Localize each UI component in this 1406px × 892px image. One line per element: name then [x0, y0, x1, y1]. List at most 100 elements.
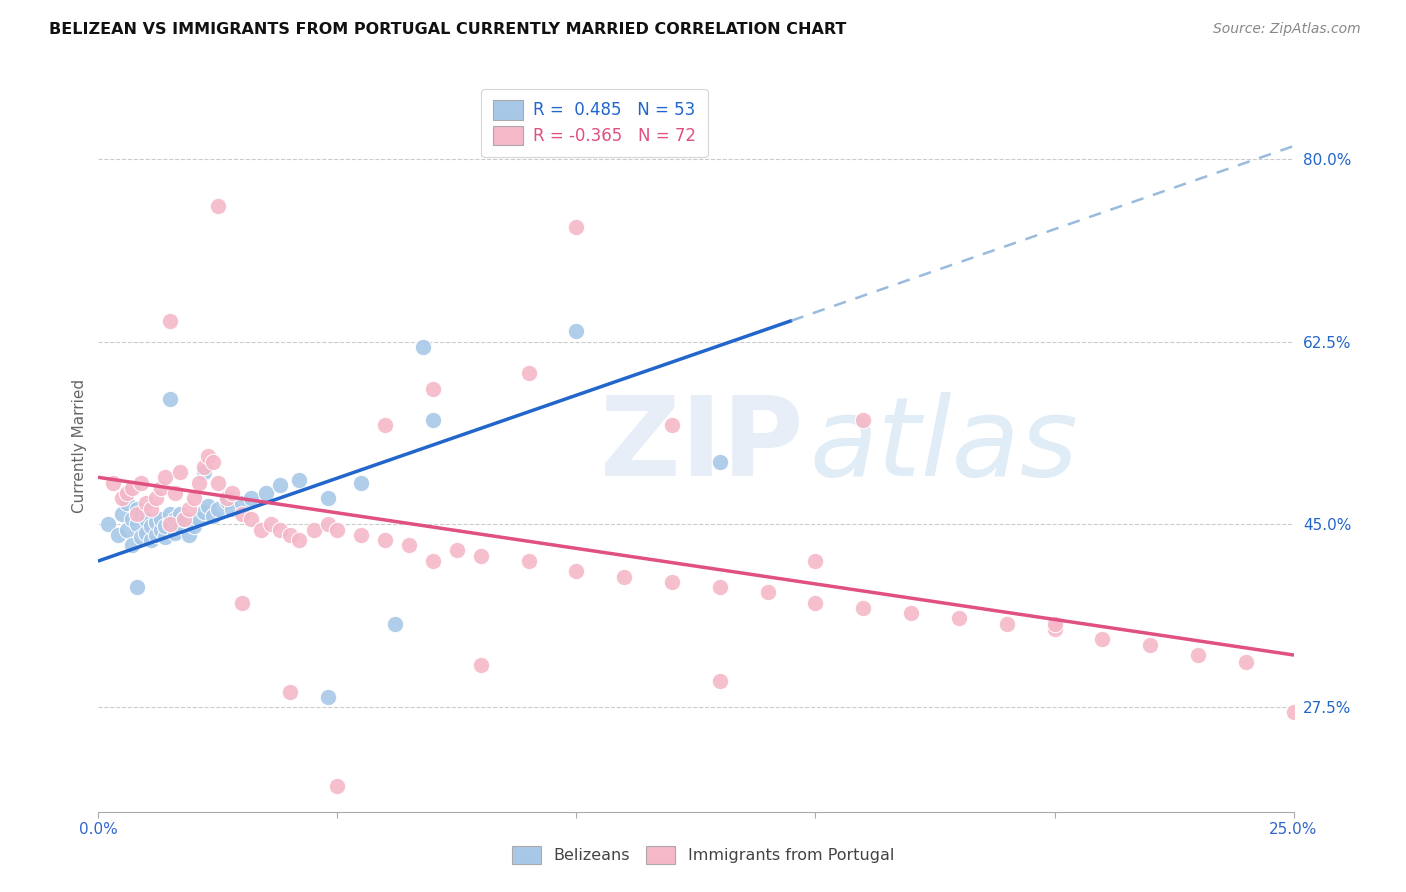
- Point: [131, 475, 153, 490]
- Point: [187, 512, 209, 526]
- Point: [139, 533, 162, 547]
- Point: [1139, 638, 1161, 652]
- Point: [173, 512, 195, 526]
- Point: [125, 507, 148, 521]
- Point: [159, 516, 181, 530]
- Point: [145, 516, 167, 530]
- Point: [169, 507, 191, 521]
- Point: [804, 554, 827, 568]
- Point: [125, 501, 148, 516]
- Point: [131, 530, 153, 544]
- Point: [278, 528, 301, 542]
- Point: [231, 496, 253, 510]
- Point: [900, 606, 922, 620]
- Point: [179, 528, 201, 542]
- Point: [709, 580, 731, 594]
- Point: [163, 512, 186, 526]
- Point: [288, 533, 311, 547]
- Point: [135, 512, 157, 526]
- Point: [1091, 632, 1114, 647]
- Legend: R =  0.485   N = 53, R = -0.365   N = 72: R = 0.485 N = 53, R = -0.365 N = 72: [481, 88, 707, 157]
- Legend: Belizeans, Immigrants from Portugal: Belizeans, Immigrants from Portugal: [506, 839, 900, 871]
- Point: [709, 455, 731, 469]
- Point: [565, 324, 588, 338]
- Point: [948, 611, 970, 625]
- Point: [101, 475, 124, 490]
- Point: [374, 533, 396, 547]
- Point: [183, 491, 205, 506]
- Point: [350, 528, 373, 542]
- Point: [115, 496, 138, 510]
- Point: [187, 475, 209, 490]
- Point: [207, 199, 229, 213]
- Point: [231, 507, 253, 521]
- Point: [155, 530, 177, 544]
- Point: [412, 340, 434, 354]
- Point: [1187, 648, 1209, 662]
- Point: [149, 512, 172, 526]
- Point: [995, 616, 1018, 631]
- Point: [179, 501, 201, 516]
- Point: [139, 519, 162, 533]
- Point: [193, 505, 215, 519]
- Point: [173, 512, 195, 526]
- Point: [269, 523, 291, 537]
- Point: [135, 496, 157, 510]
- Point: [149, 481, 172, 495]
- Point: [661, 574, 683, 589]
- Point: [125, 517, 148, 532]
- Y-axis label: Currently Married: Currently Married: [72, 379, 87, 513]
- Point: [565, 565, 588, 579]
- Point: [316, 690, 339, 704]
- Point: [149, 523, 172, 537]
- Point: [1234, 655, 1257, 669]
- Point: [384, 616, 406, 631]
- Point: [852, 413, 875, 427]
- Point: [221, 486, 243, 500]
- Point: [159, 392, 181, 406]
- Point: [398, 538, 420, 552]
- Point: [135, 525, 157, 540]
- Point: [163, 525, 186, 540]
- Point: [278, 684, 301, 698]
- Point: [115, 523, 138, 537]
- Point: [193, 465, 215, 479]
- Point: [852, 601, 875, 615]
- Point: [121, 512, 143, 526]
- Point: [302, 523, 325, 537]
- Point: [250, 523, 273, 537]
- Point: [139, 501, 162, 516]
- Point: [565, 219, 588, 234]
- Point: [470, 549, 492, 563]
- Point: [326, 779, 349, 793]
- Point: [316, 517, 339, 532]
- Point: [221, 501, 243, 516]
- Point: [145, 528, 167, 542]
- Point: [1043, 622, 1066, 636]
- Point: [240, 512, 263, 526]
- Point: [202, 508, 225, 523]
- Point: [240, 491, 263, 506]
- Point: [231, 596, 253, 610]
- Point: [316, 491, 339, 506]
- Point: [269, 477, 291, 491]
- Point: [259, 517, 281, 532]
- Point: [288, 474, 311, 488]
- Point: [163, 486, 186, 500]
- Point: [422, 413, 444, 427]
- Point: [207, 501, 229, 516]
- Point: [217, 491, 239, 506]
- Point: [517, 366, 540, 380]
- Point: [155, 519, 177, 533]
- Point: [374, 418, 396, 433]
- Point: [422, 382, 444, 396]
- Point: [202, 455, 225, 469]
- Point: [756, 585, 779, 599]
- Point: [111, 491, 134, 506]
- Point: [217, 494, 239, 508]
- Point: [197, 499, 219, 513]
- Point: [1043, 616, 1066, 631]
- Point: [145, 491, 167, 506]
- Point: [111, 507, 134, 521]
- Point: [121, 538, 143, 552]
